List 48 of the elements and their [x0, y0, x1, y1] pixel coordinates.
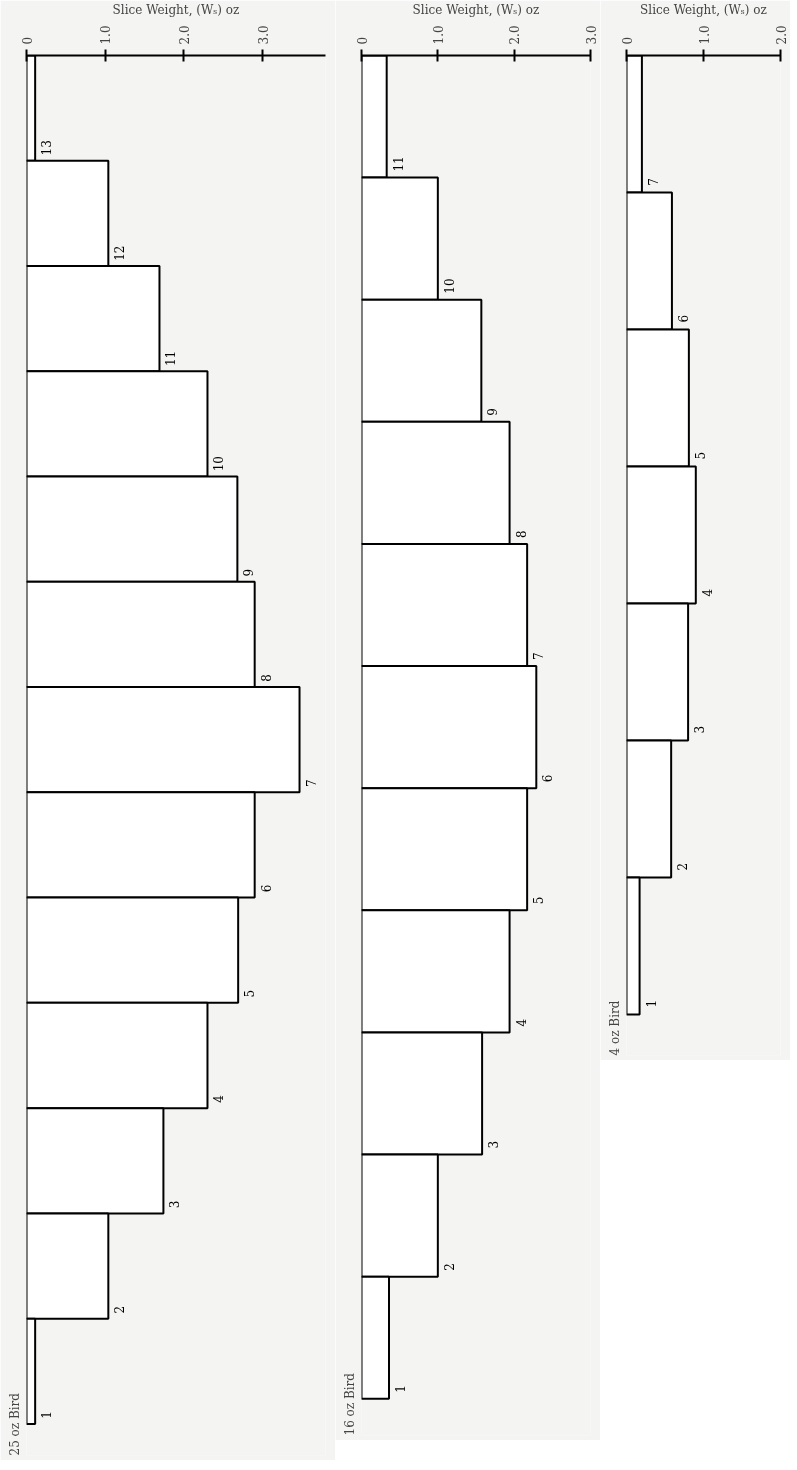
y-tick-label: 3 [168, 1200, 183, 1209]
y-tick-label: 9 [486, 408, 501, 416]
y-tick-label: 3 [693, 725, 708, 734]
y-tick-label: 9 [242, 568, 257, 577]
y-tick-label: 10 [212, 456, 227, 472]
x-tick-label: 2.0 [774, 25, 789, 45]
y-tick-label: 2 [676, 862, 691, 871]
y-tick-label: 2 [442, 1262, 457, 1271]
x-tick-label: 2.0 [177, 25, 192, 45]
x-axis-title: Slice Weight, (Wₛ) oz [412, 3, 540, 18]
text: 4 oz Bird [607, 1000, 622, 1056]
y-tick-label: 3 [487, 1140, 502, 1149]
y-tick-label: 8 [259, 674, 274, 682]
y-tick-label: 11 [391, 156, 406, 172]
x-axis-title: Slice Weight, (Wₛ) oz [640, 3, 767, 18]
y-tick-label: 1 [393, 1385, 408, 1393]
x-tick-label: 0 [355, 36, 370, 45]
y-tick-label: 6 [676, 314, 691, 323]
x-tick-label: 1.0 [99, 25, 114, 45]
y-tick-label: 8 [514, 530, 529, 538]
y-tick-label: 10 [442, 278, 457, 294]
y-tick-label: 5 [243, 989, 258, 998]
x-tick-label: 3.0 [256, 25, 271, 45]
x-tick-label: 3.0 [584, 25, 599, 45]
x-axis-title: Slice Weight, (Wₛ) oz [112, 3, 240, 18]
x-tick-label: 0 [620, 36, 635, 45]
x-tick-label: 0 [20, 36, 35, 45]
y-tick-label: 11 [164, 350, 179, 367]
y-tick-label: 12 [113, 245, 128, 261]
y-tick-label: 7 [646, 178, 661, 186]
y-tick-label: 6 [541, 774, 556, 783]
y-tick-label: 4 [514, 1018, 529, 1027]
y-tick-label: 2 [113, 1305, 128, 1314]
x-tick-label: 2.0 [508, 25, 523, 45]
x-tick-label: 1.0 [697, 25, 712, 45]
y-tick-label: 7 [532, 652, 547, 661]
y-tick-label: 6 [259, 884, 274, 893]
y-tick-label: 4 [700, 588, 715, 597]
y-tick-label: 7 [304, 779, 319, 788]
text: 25 oz Bird [7, 1392, 22, 1456]
text: 16 oz Bird [342, 1372, 357, 1436]
x-tick-label: 1.0 [431, 25, 446, 45]
y-tick-label: 1 [644, 999, 659, 1008]
y-tick-label: 13 [40, 140, 55, 156]
y-tick-label: 4 [212, 1094, 227, 1103]
y-tick-label: 5 [693, 451, 708, 460]
y-tick-label: 1 [40, 1411, 55, 1419]
y-tick-label: 5 [532, 896, 547, 905]
